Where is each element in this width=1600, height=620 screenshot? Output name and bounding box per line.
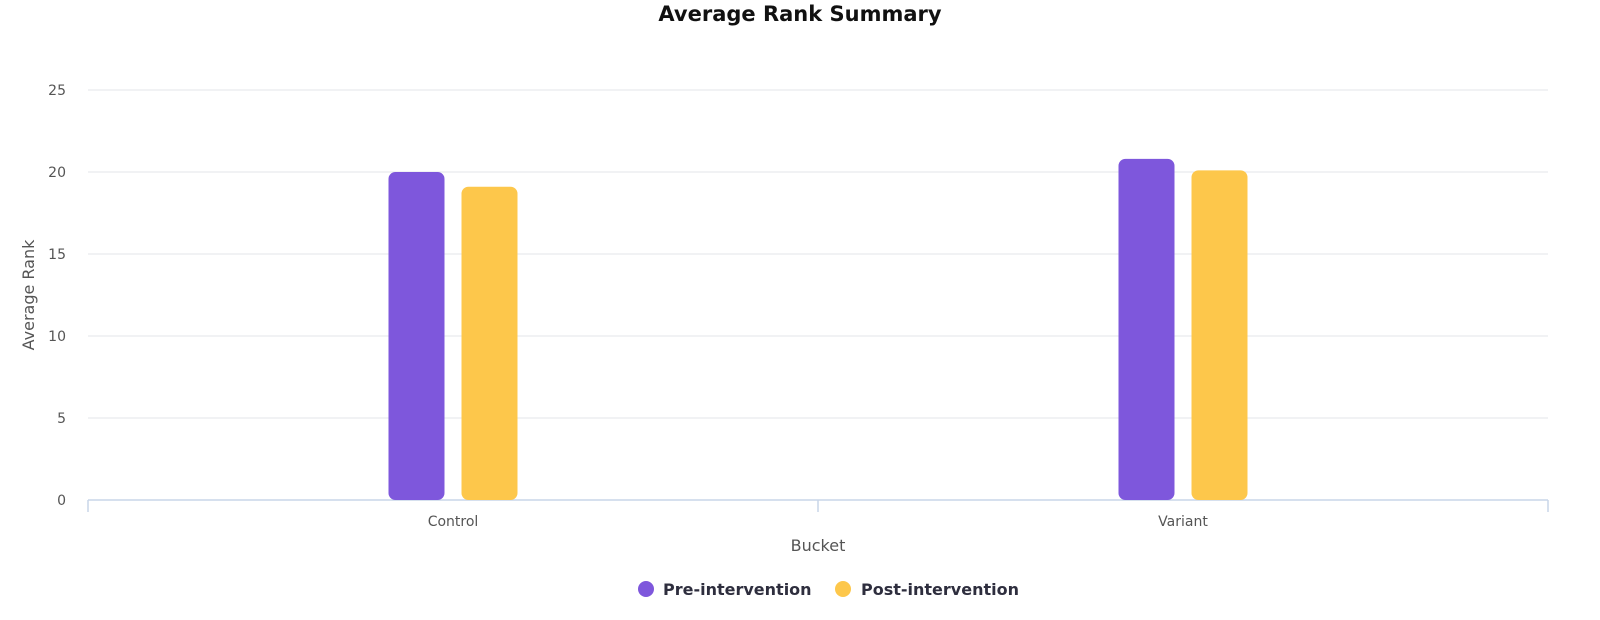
x-axis-title: Bucket bbox=[791, 536, 846, 555]
legend-swatch bbox=[835, 581, 851, 597]
x-axis: Control Variant bbox=[87, 499, 1549, 530]
legend-label: Post-intervention bbox=[861, 580, 1019, 599]
bar-control-pre-intervention[interactable] bbox=[388, 172, 445, 500]
legend: Pre-intervention Post-intervention bbox=[638, 580, 1019, 599]
gridlines bbox=[88, 89, 1548, 419]
x-tick-label: Control bbox=[428, 514, 479, 530]
y-tick-label: 20 bbox=[48, 165, 66, 181]
x-tick-label: Variant bbox=[1158, 514, 1208, 530]
y-axis-title: Average Rank bbox=[19, 239, 38, 351]
legend-swatch bbox=[638, 581, 654, 597]
y-axis-ticks: 0 5 10 15 20 25 bbox=[48, 83, 66, 509]
y-tick-label: 15 bbox=[48, 247, 66, 263]
legend-item[interactable]: Pre-intervention bbox=[638, 580, 812, 599]
bar-variant-post-intervention[interactable] bbox=[1191, 170, 1248, 501]
legend-item[interactable]: Post-intervention bbox=[835, 580, 1019, 599]
bar-variant-pre-intervention[interactable] bbox=[1118, 158, 1175, 500]
y-tick-label: 5 bbox=[57, 411, 66, 427]
y-tick-label: 10 bbox=[48, 329, 66, 345]
y-tick-label: 0 bbox=[57, 493, 66, 509]
chart-title: Average Rank Summary bbox=[658, 2, 941, 26]
bar-control-post-intervention[interactable] bbox=[461, 186, 518, 500]
bars bbox=[388, 158, 1248, 501]
legend-label: Pre-intervention bbox=[663, 580, 812, 599]
y-tick-label: 25 bbox=[48, 83, 66, 99]
